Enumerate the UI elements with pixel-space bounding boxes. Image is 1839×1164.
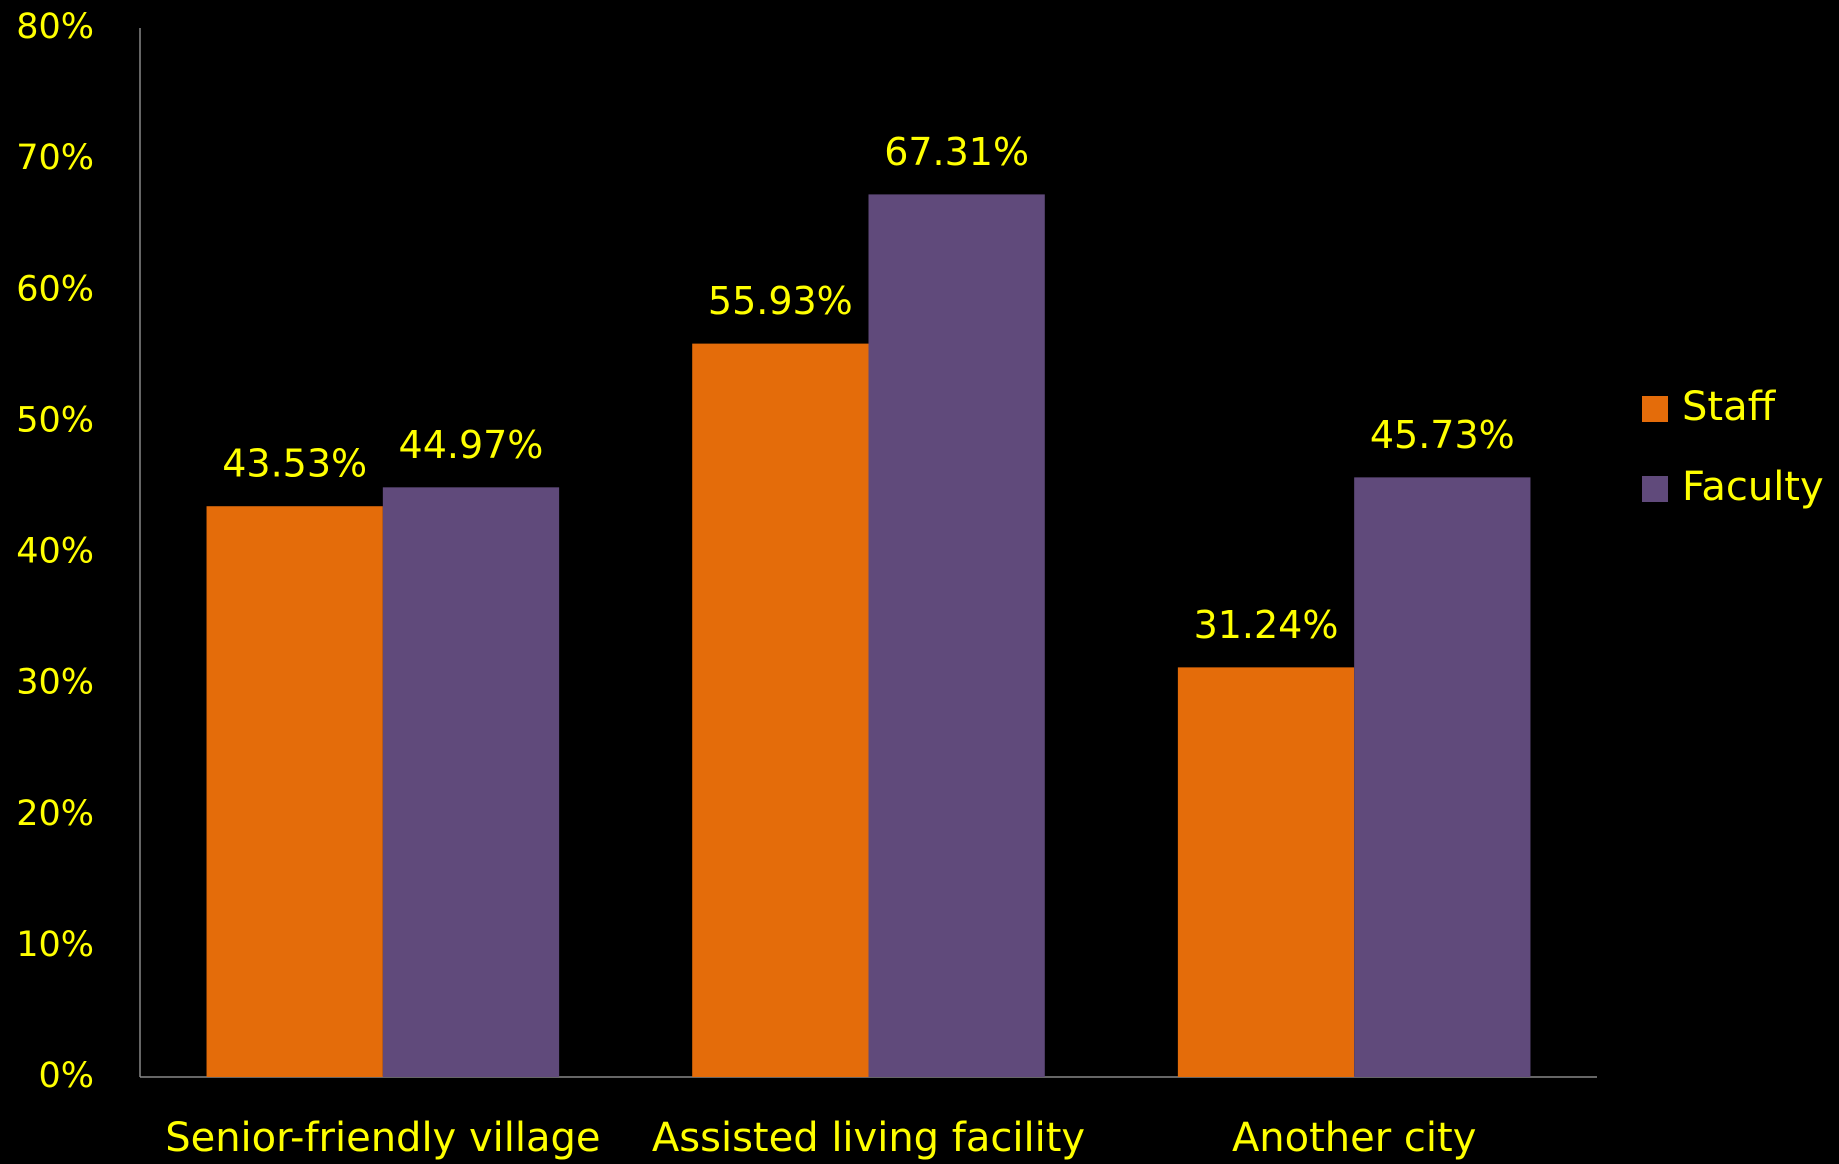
bar bbox=[1177, 667, 1355, 1077]
y-tick-label: 60% bbox=[16, 269, 94, 309]
y-tick-label: 50% bbox=[16, 400, 94, 440]
data-label: 45.73% bbox=[1370, 413, 1515, 457]
x-tick-label: Senior-friendly village bbox=[165, 1115, 600, 1161]
y-tick-label: 10% bbox=[16, 925, 94, 965]
bar bbox=[692, 343, 869, 1077]
data-label: 44.97% bbox=[399, 423, 544, 467]
y-tick-label: 20% bbox=[16, 794, 94, 834]
bar bbox=[1354, 477, 1531, 1078]
x-tick-label: Another city bbox=[1232, 1115, 1476, 1161]
y-tick-label: 0% bbox=[38, 1056, 94, 1096]
data-label: 55.93% bbox=[708, 279, 853, 323]
bar bbox=[868, 194, 1045, 1077]
bar bbox=[382, 487, 560, 1077]
y-tick-label: 70% bbox=[16, 138, 94, 178]
y-tick-label: 40% bbox=[16, 532, 94, 572]
x-tick-label: Assisted living facility bbox=[652, 1115, 1085, 1161]
data-label: 43.53% bbox=[222, 442, 367, 486]
legend-swatch bbox=[1642, 396, 1668, 422]
legend-label: Faculty bbox=[1682, 464, 1824, 510]
legend-swatch bbox=[1642, 476, 1668, 502]
data-label: 67.31% bbox=[884, 130, 1029, 174]
y-tick-label: 30% bbox=[16, 663, 94, 703]
y-tick-label: 80% bbox=[16, 7, 94, 47]
bar bbox=[206, 506, 383, 1077]
legend-label: Staff bbox=[1682, 384, 1777, 430]
data-label: 31.24% bbox=[1194, 603, 1339, 647]
